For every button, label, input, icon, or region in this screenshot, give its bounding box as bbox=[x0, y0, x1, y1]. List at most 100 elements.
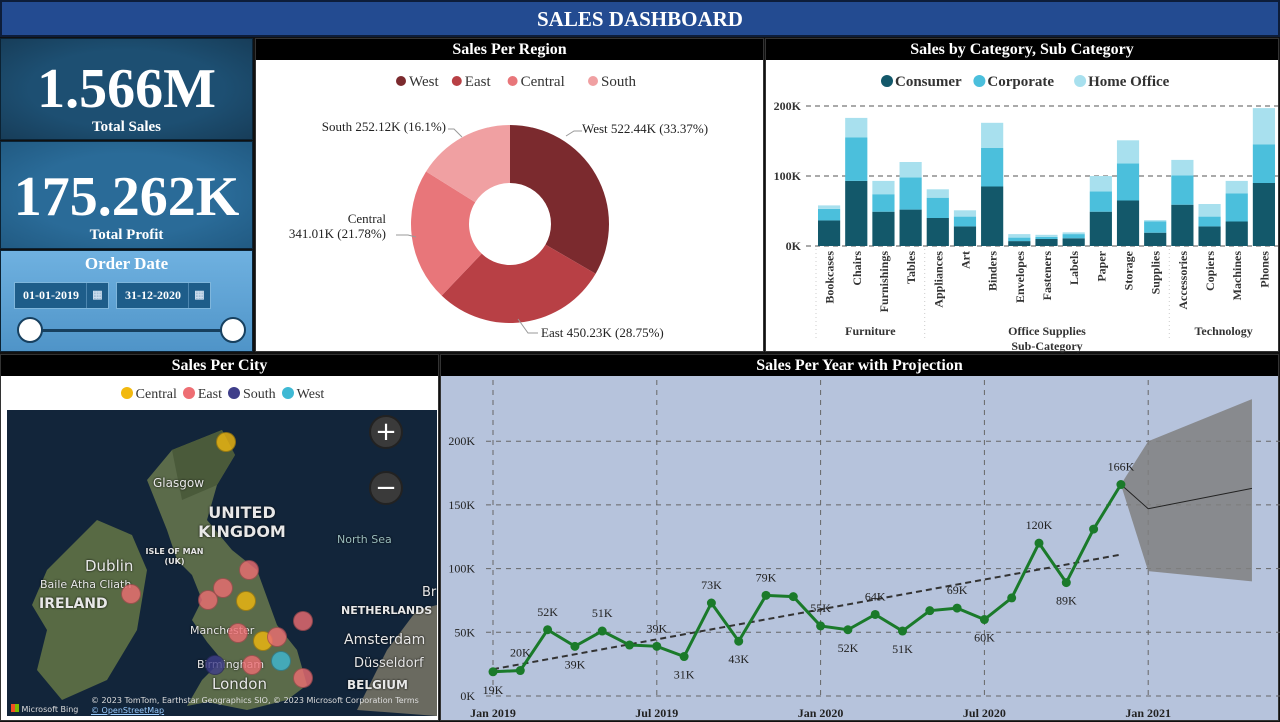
data-label: 73K bbox=[701, 578, 722, 592]
map-copyright: © 2023 TomTom, Earthstar Geographics SIO… bbox=[91, 696, 419, 705]
city-bubble[interactable] bbox=[216, 432, 236, 452]
data-point bbox=[843, 625, 853, 635]
legend-marker bbox=[281, 387, 294, 399]
bar-segment bbox=[1035, 239, 1058, 246]
end-date-input[interactable]: 31-12-2020 ▦ bbox=[116, 282, 211, 309]
panel-title: Sales by Category, Sub Category bbox=[766, 39, 1278, 60]
bar-segment bbox=[1089, 191, 1112, 212]
range-end-handle[interactable] bbox=[220, 317, 246, 343]
bar-segment bbox=[1035, 236, 1058, 239]
bar-segment bbox=[872, 194, 895, 212]
data-point bbox=[1116, 480, 1126, 490]
data-point bbox=[925, 606, 935, 616]
y-tick-label: 100K bbox=[774, 169, 802, 183]
bar-segment bbox=[1116, 200, 1140, 246]
data-label: 60K bbox=[974, 631, 995, 645]
legend-marker bbox=[182, 387, 195, 399]
city-bubble[interactable] bbox=[121, 584, 141, 604]
sales-line bbox=[492, 483, 1123, 674]
city-bubble[interactable] bbox=[236, 591, 256, 611]
legend-label: South bbox=[601, 74, 637, 90]
x-tick-label: Storage bbox=[1122, 250, 1136, 290]
bar-segment bbox=[1225, 221, 1248, 246]
legend-marker bbox=[396, 76, 406, 86]
bar-segment bbox=[845, 117, 868, 138]
trend-line bbox=[492, 553, 1122, 671]
forecast-band bbox=[1120, 399, 1252, 582]
legend-marker bbox=[588, 76, 598, 86]
bar-segment bbox=[1089, 211, 1112, 246]
data-point bbox=[679, 652, 689, 662]
data-label: 51K bbox=[892, 642, 913, 656]
bar-segment bbox=[1008, 237, 1031, 242]
data-point bbox=[1061, 578, 1071, 588]
data-point bbox=[761, 590, 771, 600]
total-profit-label: Total Profit bbox=[89, 227, 164, 243]
x-tick-label: Art bbox=[958, 251, 972, 269]
x-tick-label: Appliances bbox=[931, 251, 945, 308]
map-label-isle-of-man: ISLE OF MAN (UK) bbox=[145, 547, 204, 566]
map-label-north-sea: North Sea bbox=[337, 533, 392, 546]
legend-label: Home Office bbox=[1088, 74, 1170, 90]
panel-title: Sales Per Year with Projection bbox=[441, 355, 1278, 376]
city-bubble[interactable] bbox=[205, 655, 225, 675]
data-point bbox=[652, 641, 662, 651]
city-bubble[interactable] bbox=[293, 611, 313, 631]
bar-segment bbox=[1062, 234, 1085, 239]
start-date-input[interactable]: 01-01-2019 ▦ bbox=[14, 282, 109, 309]
data-point bbox=[870, 609, 880, 619]
data-point bbox=[488, 667, 498, 677]
x-tick-label: Jan 2020 bbox=[798, 706, 844, 720]
bing-logo: Microsoft Bing bbox=[11, 704, 78, 715]
leader-line bbox=[396, 234, 417, 238]
group-label: Technology bbox=[1195, 324, 1253, 338]
panel-title: Sales Per City bbox=[1, 355, 438, 376]
start-date-value: 01-01-2019 bbox=[23, 288, 79, 302]
x-tick-label: Jan 2021 bbox=[1125, 706, 1171, 720]
map-label-ireland: IRELAND bbox=[39, 596, 108, 612]
city-bubble[interactable] bbox=[198, 590, 218, 610]
bar-segment bbox=[1116, 140, 1140, 164]
osm-link[interactable]: © OpenStreetMap bbox=[91, 706, 165, 715]
bar-segment bbox=[1008, 241, 1031, 246]
x-tick-label: Furnishings bbox=[877, 251, 891, 313]
bar-segment bbox=[1144, 232, 1167, 246]
city-bubble[interactable] bbox=[242, 655, 262, 675]
data-label: 55K bbox=[810, 601, 831, 615]
calendar-icon[interactable]: ▦ bbox=[86, 283, 108, 308]
legend-label: East bbox=[465, 74, 492, 90]
end-date-value: 31-12-2020 bbox=[125, 288, 181, 302]
legend-marker bbox=[227, 387, 240, 399]
bar-segment bbox=[981, 148, 1004, 187]
city-bubble[interactable] bbox=[239, 560, 259, 580]
data-label: South 252.12K (16.1%) bbox=[322, 119, 446, 134]
city-bubble[interactable] bbox=[228, 623, 248, 643]
city-bubble[interactable] bbox=[293, 668, 313, 688]
x-tick-label: Paper bbox=[1094, 250, 1108, 281]
legend-label: Central bbox=[135, 387, 177, 402]
data-label: 31K bbox=[674, 668, 695, 682]
city-bubble[interactable] bbox=[271, 651, 291, 671]
city-bubble[interactable] bbox=[267, 627, 287, 647]
x-tick-label: Jul 2019 bbox=[635, 706, 678, 720]
bar-segment bbox=[981, 186, 1004, 246]
city-map[interactable]: + − Glasgow UNITED KINGDOM ISLE OF MAN (… bbox=[7, 410, 437, 716]
city-bubble[interactable] bbox=[213, 578, 233, 598]
map-label-belgium: BELGIUM bbox=[347, 678, 408, 692]
microsoft-logo-icon bbox=[11, 704, 19, 712]
zoom-in-button[interactable]: + bbox=[369, 415, 403, 449]
date-range-track[interactable] bbox=[29, 329, 234, 332]
donut-slice-south bbox=[426, 125, 510, 203]
zoom-out-button[interactable]: − bbox=[369, 471, 403, 505]
total-sales-value: 1.566M bbox=[37, 58, 216, 120]
data-label: 43K bbox=[728, 652, 749, 666]
category-stacked-bar-chart: Consumer Corporate Home Office 0K 100K 200K Bo… bbox=[774, 74, 1278, 353]
range-start-handle[interactable] bbox=[17, 317, 43, 343]
bar-segment bbox=[872, 180, 895, 195]
data-label: 341.01K (21.78%) bbox=[289, 226, 386, 241]
order-date-slicer: Order Date 01-01-2019 ▦ 31-12-2020 ▦ bbox=[0, 250, 253, 352]
bar-segment bbox=[953, 210, 977, 217]
bar-segment bbox=[1062, 232, 1085, 235]
calendar-icon[interactable]: ▦ bbox=[188, 283, 210, 308]
y-tick-label: 200K bbox=[448, 434, 475, 448]
